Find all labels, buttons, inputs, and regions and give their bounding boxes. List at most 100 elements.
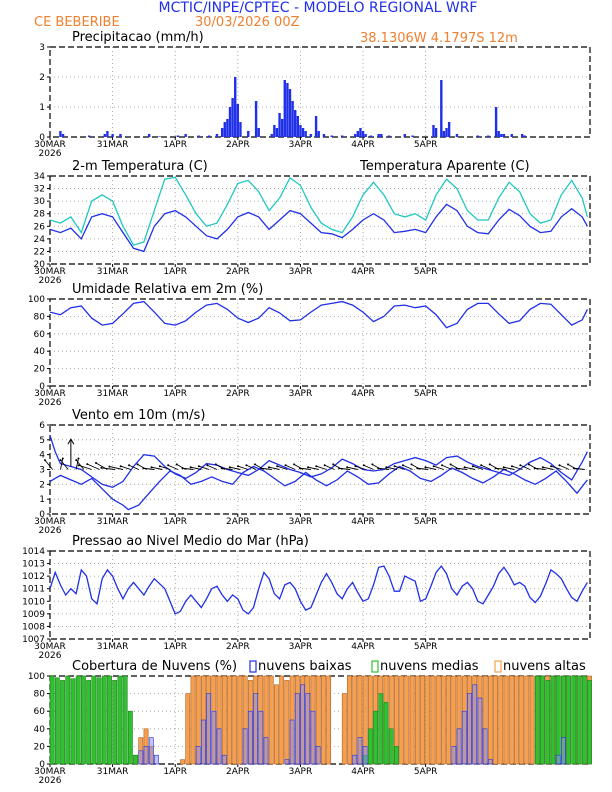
wind-arrow [182,467,194,470]
y-tick-label: 6 [39,421,45,431]
wind-arrow-head [86,463,89,466]
precip-bar [304,131,307,137]
precip-bar [280,119,284,137]
cloud-bar-mid [373,710,378,765]
x-tick-label: 3APR [289,642,313,652]
wind-arrow-head [354,465,357,468]
y-tick-label: 4 [39,451,45,461]
precip-bar [220,128,224,137]
wind-arrow-head [471,465,474,468]
precip-bar [434,128,438,137]
precip-bar [184,134,187,137]
wind-arrow [190,466,202,470]
wind-arrow-head [323,464,326,467]
cloud-bar-high [503,675,509,765]
wind-arrow [456,467,468,470]
wind-arrow [299,467,311,470]
x-tick-label: 31MAR [97,140,129,150]
cloud-bar-low [154,754,159,765]
wind-arrow [143,467,155,470]
cloud-bar-mid [383,702,389,765]
cloud-bar-low [352,754,358,765]
cloud-bar-mid [571,675,577,765]
x-tick-label: 30MAR [34,389,66,399]
cloud-bar-mid [534,675,540,765]
cloud-bar-mid [394,746,399,765]
cloud-bar-mid [70,678,76,765]
wind-arrow-head [136,463,139,466]
precip-bar [476,135,480,137]
cloud-bar-high [190,675,196,765]
wind-arrow [307,466,319,470]
cloud-bar-high [232,675,238,765]
precip-bar [447,122,451,137]
precip-bar [288,89,292,137]
wind-arrow-head [228,466,231,469]
cloud-bar-mid [122,675,128,765]
cloud-bar-low [461,710,467,765]
wind-arrow-head [315,465,318,468]
cloud-bar-high [420,675,425,765]
wind-arrow-head [95,461,98,464]
cloud-bar-high [321,675,326,765]
series-line-rh [49,300,588,329]
series-line-pressure [49,565,588,615]
cloud-bar-low [456,728,462,765]
plot-frame [49,298,591,387]
wind-arrow [324,464,335,470]
x-year-label: 2026 [39,149,62,159]
cloud-bar-high [514,675,519,765]
wind-arrow [347,466,358,470]
legend-label: nuvens baixas [258,659,352,674]
y-tick-label: 1011 [22,585,45,595]
precip-bar [440,80,443,137]
panel-title: Umidade Relativa em 2m (%) [72,282,263,297]
cloud-bar-mid [576,675,582,765]
precip-bar [442,131,446,137]
precip-bar [354,134,357,137]
y-tick-label: 1007 [22,635,45,645]
wind-arrow-head [449,463,452,466]
x-tick-label: 4APR [351,642,375,652]
x-tick-label: 1APR [163,642,187,652]
wind-arrow [159,465,171,470]
cloud-bar-low [289,719,295,765]
wind-arrow [168,464,179,470]
cloud-bar-low [487,759,493,765]
y-tick-label: 100 [28,672,45,682]
precip-bar [403,134,406,137]
wind-arrow [44,459,53,470]
wind-arrow [386,466,398,470]
wind-arrow-head [75,459,78,462]
cloud-bar-low [310,710,316,765]
legend-swatch [371,660,379,673]
precip-bar [361,131,365,137]
x-tick-label: 2APR [226,267,250,277]
y-tick-label: 0 [39,510,45,520]
y-tick-label: 2 [39,480,45,490]
x-tick-label: 4APR [351,140,375,150]
x-tick-label: 3APR [289,517,313,527]
cloud-bar-high [493,675,498,765]
cloud-bar-high [268,675,274,765]
cloud-bar-low [477,697,483,765]
y-tick-label: 3 [39,43,45,53]
wind-arrow-head [181,467,184,470]
location-label: CE BEBERIBE [34,15,120,30]
wind-arrow-head [108,465,111,468]
precip-bar [359,128,362,137]
wind-arrow-head [77,457,80,460]
x-tick-label: 2APR [226,767,250,777]
panel-title: Cobertura de Nuvens (%) [72,659,237,674]
cloud-bar-low [143,746,149,765]
wind-arrow [520,464,531,470]
x-tick-label: 2APR [226,517,250,527]
wind-arrow [60,459,69,470]
precip-bar [286,83,289,137]
wind-arrow [425,466,437,470]
cloud-bar-low [221,754,227,765]
x-tick-label: 3APR [289,767,313,777]
precip-bar [369,135,373,137]
x-tick-label: 30MAR [34,140,66,150]
run-date-label: 30/03/2026 00Z [195,15,300,30]
